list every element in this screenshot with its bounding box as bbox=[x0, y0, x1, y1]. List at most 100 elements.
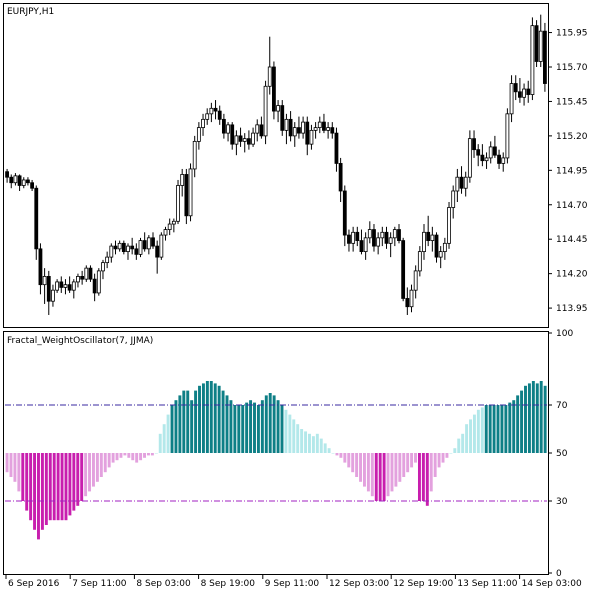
candle-body bbox=[155, 245, 160, 258]
candle-body bbox=[142, 240, 147, 250]
candle-body bbox=[292, 127, 297, 137]
level-tick-label: 30 bbox=[556, 497, 568, 507]
oscillator-bar bbox=[504, 405, 508, 453]
oscillator-bar bbox=[437, 453, 441, 468]
candle-body bbox=[334, 132, 339, 164]
candle-body bbox=[351, 231, 356, 244]
candle-body bbox=[221, 118, 226, 134]
price-tick-label: 115.20 bbox=[556, 132, 588, 142]
candle-body bbox=[417, 251, 422, 272]
candle-body bbox=[459, 176, 464, 189]
oscillator-bar bbox=[335, 453, 339, 456]
time-tick-label: 9 Sep 11:00 bbox=[265, 579, 320, 589]
oscillator-bar bbox=[461, 433, 465, 453]
candle-body bbox=[476, 149, 481, 156]
time-tick-label: 8 Sep 19:00 bbox=[201, 579, 256, 589]
candle-body bbox=[67, 284, 72, 291]
oscillator-bar bbox=[72, 453, 76, 511]
candles-layer bbox=[5, 14, 547, 315]
candle-body bbox=[63, 284, 68, 288]
oscillator-bar bbox=[508, 402, 512, 453]
level-tick-label: 70 bbox=[556, 401, 568, 411]
level-axis: 100 70 50 30 0 bbox=[548, 329, 573, 579]
candle-body bbox=[134, 248, 139, 255]
oscillator-bar bbox=[323, 443, 327, 453]
candle-body bbox=[17, 175, 22, 186]
oscillator-bar bbox=[21, 453, 25, 501]
oscillator-bar bbox=[284, 409, 288, 453]
oscillator-bar bbox=[241, 405, 245, 453]
time-tick-label: 8 Sep 03:00 bbox=[136, 579, 191, 589]
level-tick-label: 50 bbox=[556, 449, 568, 459]
oscillator-bar bbox=[174, 400, 178, 453]
candle-body bbox=[130, 245, 135, 250]
oscillator-bar bbox=[115, 453, 119, 461]
candle-body bbox=[480, 154, 485, 162]
oscillator-bar bbox=[355, 453, 359, 477]
candle-body bbox=[297, 127, 301, 134]
price-tick-label: 115.45 bbox=[556, 97, 588, 107]
oscillator-bar bbox=[429, 453, 433, 492]
candle-body bbox=[301, 121, 306, 134]
candle-body bbox=[363, 237, 368, 253]
candle-body bbox=[376, 237, 381, 247]
oscillator-bar bbox=[150, 453, 154, 456]
candle-body bbox=[488, 146, 493, 159]
oscillator-bar bbox=[469, 419, 472, 453]
price-axis: 115.95 115.70 115.45 115.20 114.95 114.70 114.… bbox=[548, 29, 588, 314]
oscillator-bar bbox=[539, 381, 543, 453]
oscillator-bar bbox=[382, 453, 386, 501]
candle-body bbox=[51, 289, 55, 302]
candle-body bbox=[84, 267, 89, 280]
candle-body bbox=[426, 231, 431, 241]
oscillator-bar bbox=[366, 453, 370, 492]
oscillator-bar bbox=[68, 453, 72, 516]
candle-body bbox=[126, 245, 130, 253]
candle-body bbox=[109, 245, 114, 258]
candle-body bbox=[492, 146, 497, 156]
oscillator-bar bbox=[520, 390, 524, 453]
oscillator-bar bbox=[386, 453, 390, 497]
price-pane-frame bbox=[3, 3, 549, 328]
candle-body bbox=[230, 124, 235, 145]
oscillator-bar bbox=[60, 453, 64, 521]
oscillator-bar bbox=[64, 453, 68, 521]
oscillator-bar bbox=[135, 453, 139, 463]
candle-body bbox=[505, 113, 510, 159]
candle-body bbox=[246, 138, 251, 145]
candle-body bbox=[463, 176, 468, 189]
candle-body bbox=[284, 118, 289, 131]
oscillator-bar bbox=[143, 453, 146, 458]
candle-body bbox=[484, 157, 489, 162]
oscillator-bar bbox=[9, 453, 13, 477]
candle-body bbox=[317, 121, 322, 129]
candle-body bbox=[242, 138, 247, 142]
candle-body bbox=[42, 276, 47, 286]
time-tick-label: 7 Sep 11:00 bbox=[72, 579, 127, 589]
oscillator-bar bbox=[496, 405, 500, 453]
candle-body bbox=[326, 127, 331, 131]
oscillator-bar bbox=[205, 381, 209, 453]
candle-body bbox=[46, 276, 51, 302]
candle-body bbox=[9, 176, 14, 184]
candle-body bbox=[226, 124, 230, 134]
oscillator-bar bbox=[480, 407, 484, 453]
candle-body bbox=[34, 187, 39, 250]
candle-body bbox=[405, 298, 410, 308]
candle-body bbox=[205, 113, 210, 120]
oscillator-bar bbox=[402, 453, 406, 477]
oscillator-bar bbox=[351, 453, 355, 473]
oscillator-bar bbox=[363, 453, 366, 487]
candle-body bbox=[88, 267, 93, 280]
oscillator-bar bbox=[154, 453, 158, 454]
candle-body bbox=[92, 278, 97, 294]
oscillator-bar bbox=[421, 453, 425, 501]
candle-body bbox=[263, 85, 268, 137]
time-tick-label: 6 Sep 2016 bbox=[8, 579, 60, 589]
candle-body bbox=[146, 237, 151, 250]
oscillator-bar bbox=[260, 400, 264, 453]
candle-body bbox=[472, 138, 476, 151]
candle-body bbox=[71, 281, 76, 291]
candle-body bbox=[180, 174, 185, 186]
